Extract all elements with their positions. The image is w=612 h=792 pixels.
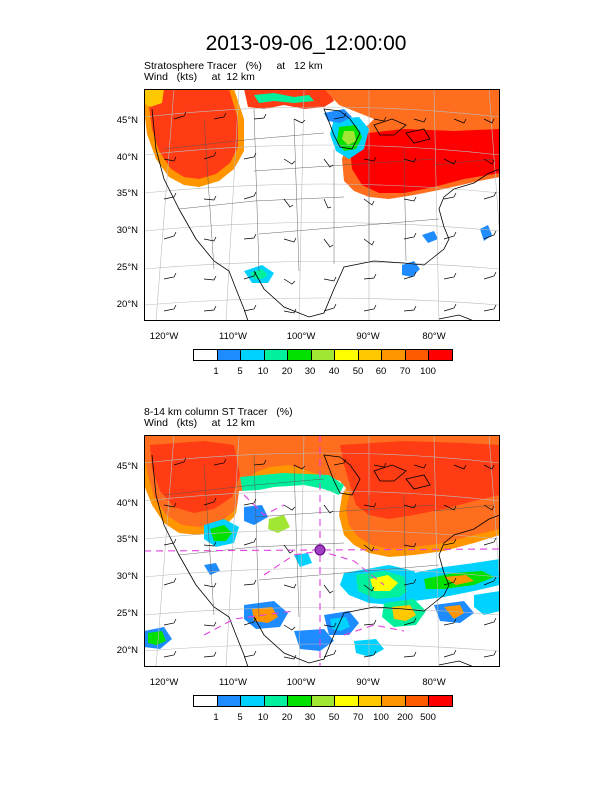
panel2-colorbar-box <box>382 696 406 706</box>
panel1-colorbar-box <box>264 350 289 360</box>
panel1-colorbar-label: 60 <box>375 366 387 377</box>
panel2-colorbar-box <box>288 696 312 706</box>
panel1-title-line1: Stratosphere Tracer (%) at 12 km <box>144 60 323 72</box>
panel1-colorbar-label: 20 <box>281 366 293 377</box>
panel2-colorbar-box <box>217 696 242 706</box>
panel2-lat-20: 20°N <box>116 645 138 656</box>
panel1-lat-45: 45°N <box>116 115 138 126</box>
panel2-graticule <box>143 434 501 668</box>
panel1-map-canvas <box>143 88 501 322</box>
panel2-map <box>143 434 501 668</box>
panel1-colorbar-label: 100 <box>420 366 436 377</box>
panel2-colorbar-label: 500 <box>420 712 436 723</box>
panel1-colorbar-box <box>405 350 430 360</box>
plot-title: 2013-09-06_12:00:00 <box>205 32 407 55</box>
panel1-graticule <box>143 88 501 322</box>
panel1-lon-100: 100°W <box>286 331 316 342</box>
panel2-wind-barbs <box>163 457 497 660</box>
panel1-lon-90: 90°W <box>356 331 380 342</box>
panel2-colorbar-label: 50 <box>328 712 340 723</box>
panel2-colorbar-box <box>311 696 336 706</box>
panel2-colorbar-label: 100 <box>373 712 389 723</box>
panel1-coastlines <box>151 108 501 322</box>
panel2-lon-80: 80°W <box>422 677 446 688</box>
panel2-lat-40: 40°N <box>116 498 138 509</box>
panel2-title-line1: 8-14 km column ST Tracer (%) <box>144 406 293 418</box>
panel1-lat-30: 30°N <box>116 225 138 236</box>
panel2-colorbar-label: 1 <box>213 712 219 723</box>
panel2-colorbar <box>193 695 453 707</box>
panel2-colorbar-box <box>194 696 218 706</box>
panel2-state-lines <box>163 454 495 618</box>
panel1-colorbar-box <box>288 350 312 360</box>
panel1-colorbar-label: 70 <box>399 366 411 377</box>
panel2-colorbar-box <box>405 696 430 706</box>
panel1-lon-80: 80°W <box>422 331 446 342</box>
panel2-lon-120: 120°W <box>149 677 179 688</box>
panel2-colorbar-label: 70 <box>352 712 364 723</box>
panel1-colorbar-label: 30 <box>304 366 316 377</box>
panel2-colorbar-label: 30 <box>304 712 316 723</box>
panel2-coastlines <box>151 454 501 668</box>
panel1-state-lines <box>163 108 495 272</box>
panel2-colorbar-label: 200 <box>397 712 413 723</box>
panel1-tracer-field <box>144 89 500 283</box>
panel2-colorbar-label: 20 <box>281 712 293 723</box>
panel1-colorbar-label: 1 <box>213 366 219 377</box>
panel2-colorbar-box <box>429 696 453 706</box>
panel2-lon-110: 110°W <box>219 677 247 688</box>
panel1-lat-20: 20°N <box>116 299 138 310</box>
panel1-colorbar-box <box>311 350 336 360</box>
panel2-colorbar-box <box>264 696 289 706</box>
panel1-wind-barbs <box>163 111 497 314</box>
panel2-lat-35: 35°N <box>116 534 138 545</box>
panel1-lon-110: 110°W <box>219 331 247 342</box>
panel1-colorbar-box <box>382 350 406 360</box>
panel1-lon-120: 120°W <box>149 331 179 342</box>
panel1-colorbar-label: 40 <box>328 366 340 377</box>
panel2-map-canvas <box>143 434 501 668</box>
panel2-colorbar-label: 10 <box>257 712 269 723</box>
panel2-colorbar-label: 5 <box>237 712 243 723</box>
panel2-colorbar-box <box>358 696 383 706</box>
panel1-colorbar-label: 50 <box>352 366 364 377</box>
panel1-colorbar-box <box>217 350 242 360</box>
panel1-title-line2: Wind (kts) at 12 km <box>144 71 255 83</box>
panel1-colorbar-label: 5 <box>237 366 243 377</box>
panel1-colorbar-box <box>194 350 218 360</box>
panel1-colorbar-box <box>335 350 359 360</box>
panel1-lat-40: 40°N <box>116 152 138 163</box>
panel2-marker <box>314 544 326 556</box>
panel2-lat-25: 25°N <box>116 608 138 619</box>
panel2-lon-90: 90°W <box>356 677 380 688</box>
panel2-colorbar-box <box>335 696 359 706</box>
panel1-colorbar-box <box>358 350 383 360</box>
panel1-colorbar-label: 10 <box>257 366 269 377</box>
panel2-colorbar-box <box>241 696 265 706</box>
panel1-colorbar <box>193 349 453 361</box>
panel1-colorbar-box <box>241 350 265 360</box>
panel1-colorbar-box <box>429 350 453 360</box>
panel2-lat-30: 30°N <box>116 571 138 582</box>
panel2-lon-100: 100°W <box>286 677 316 688</box>
panel1-map <box>143 88 501 322</box>
panel1-lat-35: 35°N <box>116 188 138 199</box>
panel2-title-line2: Wind (kts) at 12 km <box>144 417 255 429</box>
panel2-lat-45: 45°N <box>116 461 138 472</box>
panel2-tracer-field <box>144 435 500 657</box>
panel1-lat-25: 25°N <box>116 262 138 273</box>
